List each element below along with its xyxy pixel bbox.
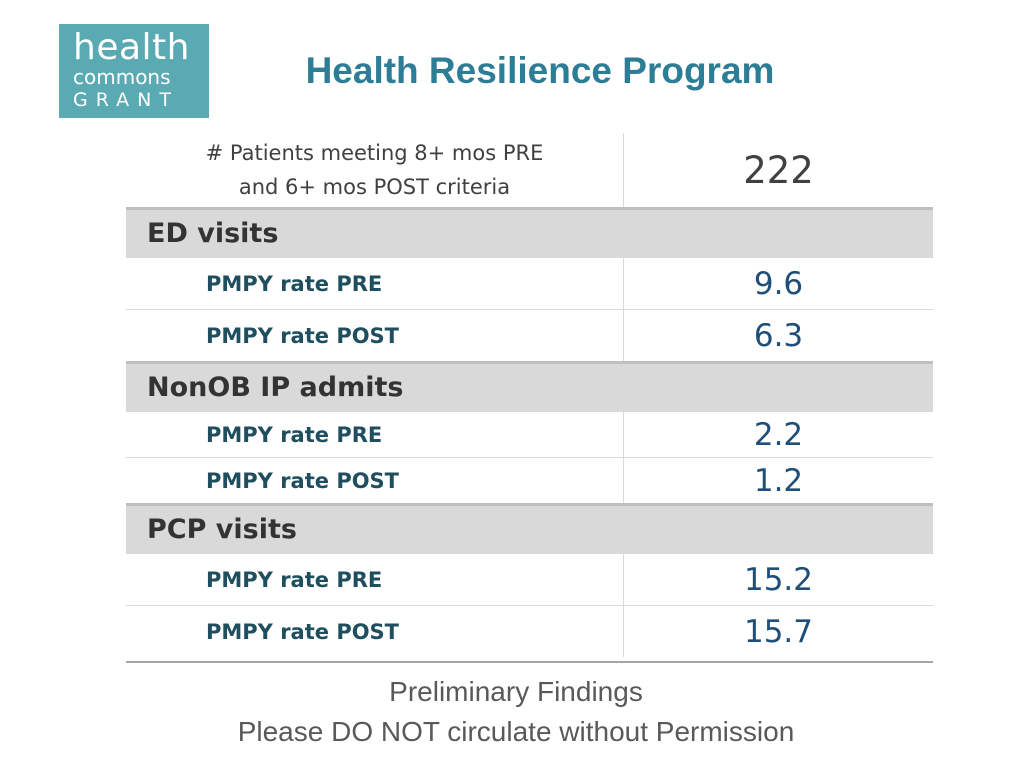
metric-value: 2.2	[623, 411, 933, 458]
metric-value: 6.3	[623, 309, 933, 363]
section-title: ED visits	[126, 207, 933, 258]
metric-value: 15.2	[623, 553, 933, 606]
metric-value: 1.2	[623, 457, 933, 505]
logo-text-commons: commons	[73, 65, 171, 89]
table-row: PMPY rate POST 15.7	[126, 605, 933, 657]
metric-label: PMPY rate POST	[126, 309, 624, 363]
section-header-ed-visits: ED visits	[126, 207, 933, 258]
footer-line2: Please DO NOT circulate without Permissi…	[237, 716, 795, 747]
metric-label: PMPY rate POST	[126, 457, 624, 505]
metric-value: 9.6	[623, 257, 933, 310]
logo-text-grant: GRANT	[73, 89, 179, 111]
logo-text-health: health	[73, 27, 190, 68]
summary-label-line1: # Patients meeting 8+ mos PRE	[205, 141, 544, 165]
footer-note: Preliminary Findings Please DO NOT circu…	[112, 672, 920, 752]
section-title: NonOB IP admits	[126, 361, 933, 412]
metric-value: 15.7	[623, 605, 933, 657]
table-row: PMPY rate PRE 9.6	[126, 257, 933, 310]
health-commons-grant-logo: health commons GRANT	[59, 24, 209, 118]
footer-line1: Preliminary Findings	[389, 676, 643, 707]
table-bottom-border	[126, 661, 933, 663]
metric-label: PMPY rate POST	[126, 605, 624, 657]
section-title: PCP visits	[126, 503, 933, 554]
table-row: PMPY rate PRE 15.2	[126, 553, 933, 606]
metric-label: PMPY rate PRE	[126, 553, 624, 606]
results-table: # Patients meeting 8+ mos PRE and 6+ mos…	[126, 133, 933, 657]
summary-label: # Patients meeting 8+ mos PRE and 6+ mos…	[126, 133, 624, 209]
section-header-nonob-ip-admits: NonOB IP admits	[126, 361, 933, 412]
page-title: Health Resilience Program	[305, 50, 775, 91]
metric-label: PMPY rate PRE	[126, 257, 624, 310]
section-header-pcp-visits: PCP visits	[126, 503, 933, 554]
table-row: PMPY rate POST 1.2	[126, 457, 933, 505]
metric-label: PMPY rate PRE	[126, 411, 624, 458]
summary-value: 222	[743, 148, 814, 192]
summary-label-line2: and 6+ mos POST criteria	[238, 175, 511, 199]
table-row: PMPY rate POST 6.3	[126, 309, 933, 363]
table-row: PMPY rate PRE 2.2	[126, 411, 933, 458]
summary-row: # Patients meeting 8+ mos PRE and 6+ mos…	[126, 133, 933, 209]
